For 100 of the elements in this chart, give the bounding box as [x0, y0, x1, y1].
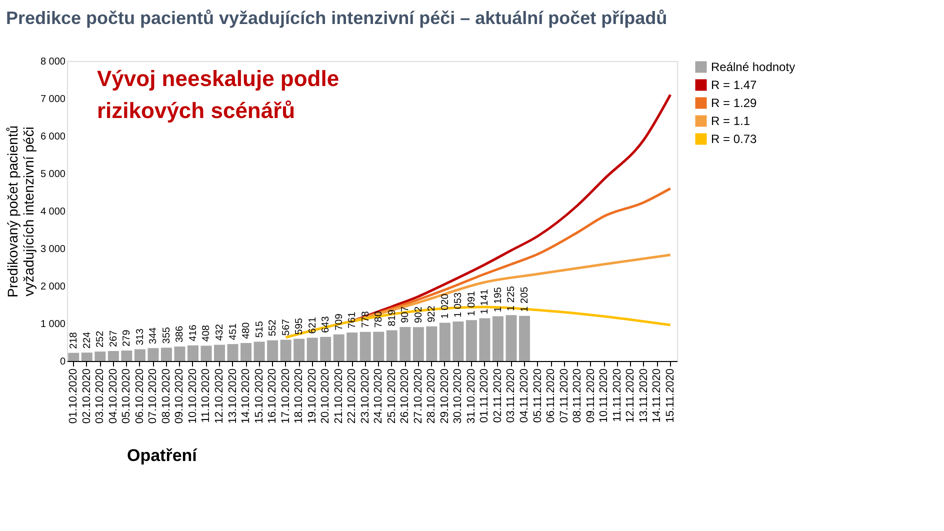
x-tick-label: 10.10.2020: [186, 368, 199, 424]
data-label: 595: [294, 318, 306, 335]
x-tick-label: 06.11.2020: [545, 368, 558, 423]
x-tick-label: 12.10.2020: [214, 368, 226, 424]
bar: [227, 344, 238, 361]
x-tick-label: 01.10.2020: [68, 368, 80, 424]
bar: [148, 348, 159, 361]
x-tick-label: 22.10.2020: [346, 368, 358, 424]
bar: [214, 344, 225, 361]
bar: [68, 352, 80, 361]
data-label: 1 195: [492, 286, 504, 312]
x-tick-label: 05.10.2020: [120, 368, 133, 424]
data-label: 218: [68, 332, 80, 349]
y-tick-label: 5 000: [40, 169, 66, 180]
data-label: 922: [426, 305, 438, 322]
bar: [439, 322, 450, 361]
data-label: 1 141: [480, 288, 491, 314]
data-label: 313: [134, 328, 146, 346]
data-label: 355: [161, 326, 172, 344]
bar: [466, 320, 477, 361]
x-tick-label: 03.11.2020: [505, 368, 518, 423]
x-tick-label: 23.10.2020: [359, 368, 372, 424]
x-tick-label: 20.10.2020: [320, 368, 332, 424]
bar: [174, 346, 186, 361]
chart-title: Predikce počtu pacientů vyžadujících intenzivní péči – aktuální počet případů: [6, 8, 668, 28]
annotation: Vývoj neeskaluje podle rizikových scénářů: [97, 66, 340, 123]
x-tick-label: 01.11.2020: [478, 368, 491, 423]
x-tick-label: 11.11.2020: [611, 368, 624, 422]
data-label: 386: [174, 325, 186, 343]
data-label: 780: [374, 310, 385, 328]
bar: [386, 330, 398, 361]
x-tick-label: 06.10.2020: [134, 368, 146, 424]
legend-label: R = 1.29: [711, 96, 758, 110]
x-tick-label: 13.10.2020: [226, 368, 239, 424]
y-tick-label: 2 000: [40, 282, 66, 292]
y-axis-title: Predikovaný počet pacientů vyžadujících intenzivní péči: [4, 126, 36, 298]
bar: [333, 334, 344, 361]
bar: [200, 346, 212, 361]
bar: [240, 343, 252, 361]
bar: [519, 316, 530, 361]
x-tick-label: 14.11.2020: [651, 368, 664, 423]
bar: [280, 340, 292, 361]
bar: [108, 350, 119, 361]
data-label: 432: [214, 324, 226, 341]
x-tick-label: 19.10.2020: [306, 368, 318, 424]
data-label: 761: [347, 311, 358, 328]
data-label: 621: [307, 316, 318, 334]
y-tick-label: 8 000: [40, 56, 66, 68]
data-label: 279: [122, 329, 133, 347]
x-tick-label: 04.10.2020: [107, 368, 120, 424]
legend-label: R = 1.1: [711, 114, 750, 128]
x-tick-label: 29.10.2020: [438, 368, 451, 424]
y-tick-label: 1 000: [40, 319, 66, 330]
bar: [400, 326, 411, 361]
data-label: 902: [413, 306, 424, 324]
x-tick-label: 28.10.2020: [426, 368, 438, 424]
x-tick-label: 31.10.2020: [465, 368, 478, 424]
legend-label: Reálné hodnoty: [711, 60, 796, 74]
bar: [412, 327, 424, 361]
data-label: 267: [108, 330, 120, 347]
legend-label: R = 0.73: [711, 132, 758, 146]
bar: [346, 332, 358, 361]
x-tick-label: 27.10.2020: [412, 368, 424, 424]
x-tick-label: 26.10.2020: [399, 368, 412, 424]
data-label: 567: [280, 318, 292, 336]
x-tick-label: 08.10.2020: [160, 368, 172, 424]
y-tick-label: 0: [60, 356, 66, 368]
bar: [267, 340, 278, 361]
bar: [320, 336, 332, 361]
data-label: 819: [386, 309, 398, 326]
data-label: 408: [201, 324, 212, 342]
x-tick-label: 07.11.2020: [558, 368, 570, 423]
bar: [506, 315, 517, 361]
x-tick-label: 16.10.2020: [266, 368, 279, 424]
x-tick-label: 15.11.2020: [664, 368, 676, 423]
data-label: 778: [360, 310, 372, 328]
x-tick-label: 18.10.2020: [293, 368, 306, 424]
legend-label: R = 1.47: [711, 78, 758, 92]
bar: [94, 352, 106, 361]
data-label: 709: [334, 313, 345, 330]
bar: [160, 348, 172, 361]
x-tick-label: 11.10.2020: [200, 368, 212, 423]
x-tick-label: 04.11.2020: [518, 368, 530, 423]
x-tick-label: 02.10.2020: [80, 368, 93, 424]
x-tick-label: 07.10.2020: [147, 368, 160, 424]
bar: [306, 338, 318, 361]
text: Opatření: [127, 446, 198, 465]
data-label: 1 091: [466, 290, 478, 316]
x-tick-label: 21.10.2020: [332, 368, 345, 424]
bar: [479, 318, 490, 361]
bar: [373, 332, 384, 361]
data-label: 515: [254, 320, 266, 338]
data-label: 416: [188, 324, 199, 342]
x-tick-label: 25.10.2020: [386, 368, 398, 424]
x-tick-label: 05.11.2020: [532, 368, 544, 423]
bar: [254, 342, 265, 361]
data-label: 1 053: [453, 292, 464, 318]
x-tick-label: 30.10.2020: [452, 368, 464, 424]
data-label: 344: [148, 326, 160, 344]
data-label: 252: [95, 330, 106, 348]
